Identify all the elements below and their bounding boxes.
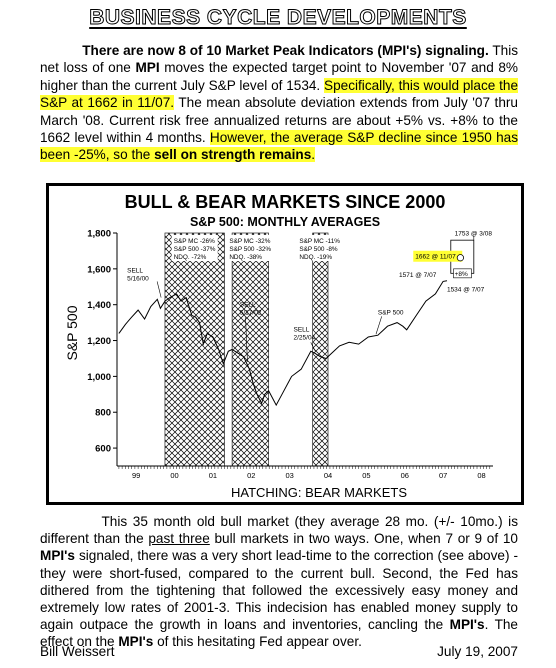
annotation-1534: 1534 @ 7/07 [447, 287, 485, 294]
sell-date-2002: 5/17/02 [240, 309, 262, 316]
bear-market-label: NDQ. -72% [174, 254, 207, 261]
intro-paragraph: There are now 8 of 10 Market Peak Indica… [40, 42, 519, 164]
signature-line: Bill Weissert July 19, 2007 [40, 644, 518, 659]
bear-label-bg [297, 235, 344, 261]
sell-date-2004: 2/25/04 [293, 335, 315, 342]
annotation-1753: 1753 @ 3/08 [455, 230, 493, 237]
x-tick-label: 00 [170, 471, 178, 480]
sell-pointer-2002 [245, 317, 248, 363]
outro-text-b: bull markets in two ways. One, when 7 or… [209, 531, 518, 547]
sell-annotation-2000: SELL [127, 267, 143, 274]
bear-market-label: NDQ. -19% [299, 254, 332, 261]
pct-gain-label: +8% [455, 271, 468, 278]
bear-label-bg [227, 235, 274, 261]
outro-text-c: signaled, there was a very short lead-ti… [40, 548, 518, 633]
sell-date-2000: 5/16/00 [127, 275, 149, 282]
y-tick-label: 1,000 [87, 372, 111, 383]
intro-text-a: This net loss of one [40, 43, 519, 76]
y-tick-label: 1,400 [87, 300, 111, 311]
bear-market-region [164, 232, 225, 467]
intro-highlight-sell: sell on strength remains [154, 147, 312, 163]
sell-annotation-2002: SELL [240, 301, 256, 308]
closing-paragraph: This 35 month old bull market (they aver… [40, 513, 518, 651]
y-tick-label: 800 [95, 408, 111, 419]
bear-market-label: S&P 500 -37% [174, 246, 216, 253]
intro-text-c: The mean absolute deviation extends from… [40, 95, 518, 146]
outro-underline: past three [148, 531, 210, 547]
intro-lead: There are now 8 of 10 Market Peak Indica… [82, 43, 489, 58]
y-tick-label: 1,200 [87, 336, 111, 347]
bear-market-label: S&P MC -32% [229, 238, 270, 245]
x-tick-label: 99 [132, 471, 140, 480]
sell-annotation-2004: SELL [293, 327, 309, 334]
chart-title: BULL & BEAR MARKETS SINCE 2000 [125, 192, 446, 212]
x-tick-label: 04 [324, 471, 332, 480]
y-tick-label: 1,600 [87, 264, 111, 275]
intro-mpi: MPI [135, 60, 160, 76]
bear-market-label: S&P MC -11% [299, 238, 340, 245]
intro-highlight-end: . [311, 147, 316, 163]
series-label: S&P 500 [378, 310, 404, 317]
report-date: July 19, 2007 [437, 644, 518, 659]
annotation-1571: 1571 @ 7/07 [399, 272, 437, 279]
x-tick-label: 05 [362, 471, 370, 480]
x-tick-label: 02 [247, 471, 255, 480]
page-title: BUSINESS CYCLE DEVELOPMENTS [89, 6, 467, 30]
bear-market-label: S&P 500 -32% [229, 246, 271, 253]
bear-label-bg [171, 235, 218, 261]
outro-mpi-2: MPI's [449, 617, 485, 633]
y-tick-label: 1,800 [87, 229, 111, 240]
outro-text-d: . The effect on the [40, 617, 518, 650]
sp500-line [118, 280, 448, 407]
outro-text-a: This 35 month old bull market (they aver… [40, 514, 518, 547]
bear-market-label: NDQ. -38% [229, 254, 262, 261]
author-name: Bill Weissert [40, 644, 115, 659]
series-label-pointer [375, 316, 383, 335]
chart-frame: BULL & BEAR MARKETS SINCE 2000 S&P 500: … [46, 183, 524, 505]
outro-mpi-1: MPI's [40, 548, 75, 564]
x-tick-label: 07 [439, 471, 447, 480]
bear-market-region [312, 232, 329, 467]
y-tick-label: 600 [95, 444, 111, 455]
sell-pointer-2000 [156, 281, 162, 298]
annotation-1662: 1662 @ 11/07 [415, 254, 456, 261]
outro-text-e: of this hesitating Fed appear over. [153, 634, 362, 650]
bear-market-label: S&P MC -26% [174, 238, 215, 245]
x-tick-label: 08 [477, 471, 485, 480]
x-tick-label: 01 [209, 471, 217, 480]
pct-gain-box [453, 268, 472, 279]
target-point-marker [456, 254, 464, 262]
intro-text-b: moves the expected target point to Novem… [40, 60, 518, 93]
bear-market-region [231, 232, 269, 467]
target-label-highlight [413, 250, 463, 262]
x-axis-label: HATCHING: BEAR MARKETS [231, 485, 407, 500]
bull-bear-chart: BULL & BEAR MARKETS SINCE 2000 S&P 500: … [64, 192, 493, 500]
x-tick-label: 03 [285, 471, 293, 480]
x-tick-label: 06 [401, 471, 409, 480]
sell-pointer-2004 [310, 342, 316, 352]
y-axis-label: S&P 500 [64, 305, 80, 360]
bear-market-label: S&P 500 -8% [299, 246, 338, 253]
chart-subtitle: S&P 500: MONTHLY AVERAGES [190, 215, 380, 229]
outro-mpi-3: MPI's [118, 634, 154, 650]
